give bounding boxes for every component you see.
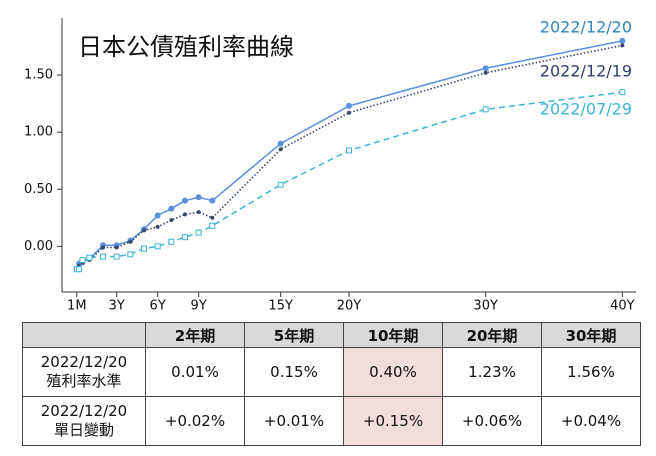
marker [169, 218, 174, 223]
marker [101, 245, 105, 250]
marker [619, 37, 626, 44]
column-header: 30年期 [541, 322, 641, 348]
marker [127, 251, 134, 258]
marker [182, 197, 188, 204]
row-label: 2022/12/20 殖利率水準 [22, 347, 146, 397]
row-label: 2022/12/20 單日變動 [22, 396, 146, 446]
table-cell: +0.06% [442, 396, 542, 446]
y-tick-label: 0.50 [24, 182, 53, 197]
series-line [76, 91, 623, 270]
column-header: 10年期 [343, 322, 443, 348]
marker [482, 106, 489, 113]
marker [347, 110, 351, 115]
x-tick-label: 1M [67, 299, 87, 314]
chart: 日本公債殖利率曲線 0.00 0.50 1.00 1.50 1M 3Y 6Y 9Y 15Y 20Y… [24, 18, 636, 314]
column-header: 20年期 [442, 322, 542, 348]
marker [483, 70, 488, 75]
marker [128, 239, 133, 244]
marker [277, 140, 284, 147]
table-cell: 0.15% [244, 347, 344, 397]
series-label: 2022/07/29 [540, 100, 632, 119]
chart-title: 日本公債殖利率曲線 [78, 33, 294, 61]
table-row: 2022/12/20 殖利率水準 0.01% 0.15% 0.40% 1.23% 1.56% [22, 347, 641, 397]
marker [482, 65, 489, 72]
row-label-line: 2022/12/20 [40, 353, 128, 371]
marker [142, 228, 146, 233]
table-cell: 1.23% [442, 347, 542, 397]
x-tick-label: 15Y [268, 299, 293, 314]
table-cell: +0.15% [343, 396, 443, 446]
table-cell: 1.56% [541, 347, 641, 397]
marker [76, 266, 83, 273]
marker [154, 212, 161, 219]
marker [168, 205, 175, 212]
x-tick-label: 40Y [610, 299, 635, 314]
marker [141, 245, 147, 252]
marker [113, 253, 120, 260]
marker [114, 245, 119, 250]
table-cell: +0.04% [541, 396, 641, 446]
marker [620, 43, 625, 48]
y-tick-label: 1.50 [24, 68, 53, 83]
row-label-line: 2022/12/20 [40, 402, 128, 420]
row-label-line: 殖利率水準 [46, 372, 122, 390]
x-tick-label: 3Y [109, 299, 125, 314]
table-cell: 0.01% [145, 347, 245, 397]
marker [278, 147, 283, 152]
data-table: 2年期 5年期 10年期 20年期 30年期 2022/12/20 殖利率水準 0.01% 0… [22, 322, 641, 446]
marker [183, 212, 187, 217]
corner-cell [22, 322, 146, 348]
x-tick-label: 9Y [191, 299, 207, 314]
marker [100, 253, 106, 260]
marker [209, 222, 216, 229]
marker [155, 224, 160, 229]
series-label: 2022/12/20 [540, 18, 632, 37]
table-cell: +0.01% [244, 396, 344, 446]
marker [195, 194, 202, 201]
marker [346, 147, 352, 154]
marker [346, 102, 352, 109]
y-tick-label: 1.00 [24, 125, 53, 140]
column-header: 5年期 [244, 322, 344, 348]
x-tick-label: 20Y [337, 299, 362, 314]
y-tick-label: 0.00 [24, 239, 53, 254]
row-label-line: 單日變動 [53, 421, 114, 439]
marker [277, 181, 284, 188]
x-tick-label: 30Y [473, 299, 498, 314]
marker [168, 238, 175, 245]
table-cell: +0.02% [145, 396, 245, 446]
marker [210, 215, 215, 220]
marker [86, 254, 93, 261]
marker [79, 257, 86, 264]
marker [195, 229, 202, 236]
x-tick-label: 6Y [150, 299, 166, 314]
marker [209, 197, 216, 204]
header-row: 2年期 5年期 10年期 20年期 30年期 [22, 322, 641, 348]
series-label: 2022/12/19 [540, 62, 632, 81]
marker [154, 243, 161, 250]
table-row: 2022/12/20 單日變動 +0.02% +0.01% +0.15% +0.06% +0… [22, 396, 641, 446]
table-cell: 0.40% [343, 347, 443, 397]
marker [182, 234, 188, 241]
column-header: 2年期 [145, 322, 245, 348]
marker [196, 210, 201, 215]
marker [619, 89, 626, 96]
